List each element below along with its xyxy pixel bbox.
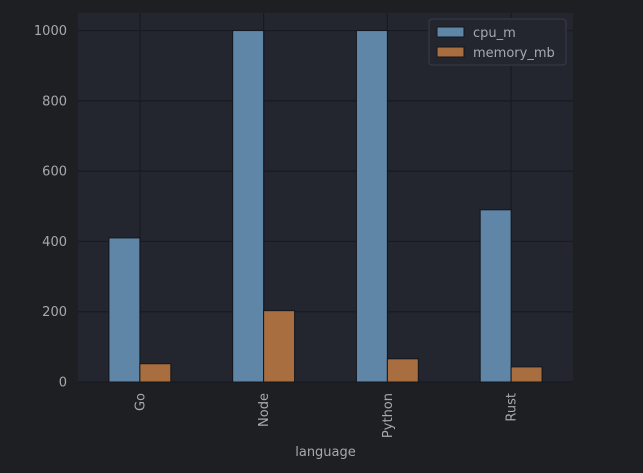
bar-cpu_m-Python xyxy=(355,30,388,383)
legend: cpu_m memory_mb xyxy=(428,18,567,66)
y-axis: 0 200 400 600 800 1000 xyxy=(34,24,67,390)
x-tick-label: Rust xyxy=(505,393,520,422)
legend-label-memory_mb: memory_mb xyxy=(473,46,555,61)
x-tick-label: Python xyxy=(381,393,396,438)
bar-cpu_m-Node xyxy=(232,30,265,383)
y-tick-label: 1000 xyxy=(34,24,67,39)
x-tick-label: Node xyxy=(257,393,272,427)
bar-cpu_m-Go xyxy=(108,237,141,383)
bar-memory_mb-Go xyxy=(139,363,172,383)
bar-memory_mb-Python xyxy=(386,358,419,383)
bar-cpu_m-Rust xyxy=(479,209,512,383)
x-axis-label: language xyxy=(295,445,356,460)
bars xyxy=(108,30,543,383)
x-tick-label: Go xyxy=(133,393,148,411)
y-tick-label: 800 xyxy=(42,94,67,109)
y-tick-label: 0 xyxy=(59,376,67,391)
x-axis: Go Node Python Rust xyxy=(133,393,519,438)
y-tick-label: 200 xyxy=(42,305,67,320)
legend-swatch-cpu_m xyxy=(436,26,465,38)
legend-label-cpu_m: cpu_m xyxy=(473,26,516,41)
bar-memory_mb-Node xyxy=(263,310,296,383)
bar-memory_mb-Rust xyxy=(510,366,543,383)
y-tick-label: 400 xyxy=(42,235,67,250)
y-tick-label: 600 xyxy=(42,165,67,180)
legend-swatch-memory_mb xyxy=(436,46,465,58)
